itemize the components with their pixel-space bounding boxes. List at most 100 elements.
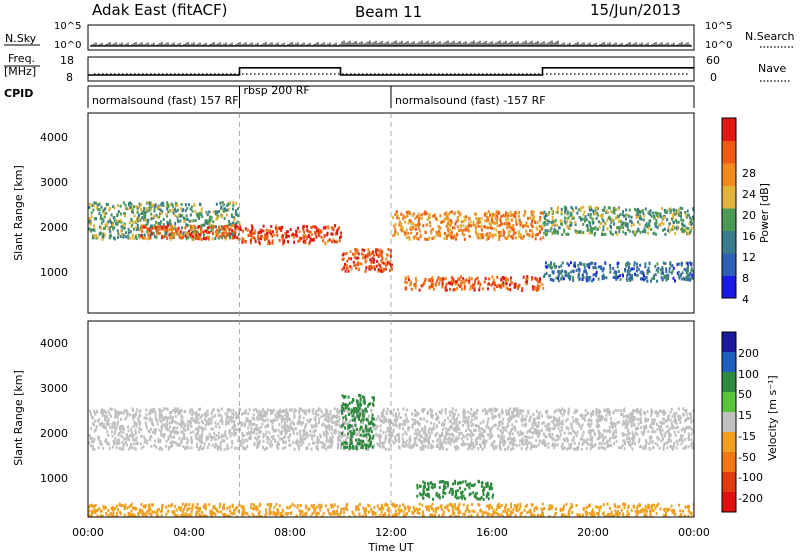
data-cell — [454, 282, 457, 286]
data-cell — [547, 213, 550, 217]
data-cell — [624, 224, 627, 227]
data-cell — [407, 236, 410, 240]
data-cell — [451, 226, 454, 230]
data-cell — [513, 285, 516, 289]
data-cell — [428, 216, 431, 220]
data-cell — [225, 225, 227, 229]
data-cell — [199, 446, 202, 449]
data-cell — [550, 266, 553, 269]
data-cell — [462, 219, 465, 223]
data-cell — [511, 443, 514, 447]
data-cell — [598, 416, 601, 420]
data-cell — [227, 203, 230, 206]
data-cell — [129, 413, 132, 417]
data-cell — [329, 436, 332, 440]
data-cell — [176, 426, 179, 430]
data-cell — [105, 438, 107, 442]
data-cell — [429, 427, 432, 431]
data-cell — [498, 422, 501, 426]
data-cell — [681, 277, 684, 281]
freq-unit-label: [MHz] — [4, 65, 36, 78]
data-cell — [198, 421, 201, 425]
data-cell — [432, 439, 435, 443]
data-cell — [502, 417, 505, 421]
data-cell — [230, 213, 233, 217]
data-cell — [686, 272, 689, 276]
data-cell — [347, 421, 350, 425]
data-cell — [566, 217, 569, 221]
data-cell — [134, 413, 137, 417]
data-cell — [216, 213, 219, 217]
data-cell — [179, 422, 182, 426]
data-cell — [466, 433, 469, 437]
data-cell — [257, 414, 260, 418]
data-cell — [584, 215, 587, 219]
data-cell — [619, 278, 622, 281]
data-cell — [535, 409, 538, 413]
data-cell — [542, 442, 545, 446]
data-cell — [442, 421, 445, 425]
data-cell — [468, 445, 471, 449]
data-cell — [556, 418, 559, 422]
data-cell — [650, 279, 652, 283]
data-cell — [179, 411, 181, 415]
data-cell — [430, 411, 433, 415]
data-cell — [680, 263, 683, 267]
data-cell — [553, 227, 556, 231]
data-cell — [132, 433, 135, 437]
data-cell — [98, 438, 100, 441]
data-cell — [484, 212, 487, 216]
data-cell — [660, 268, 663, 272]
data-cell — [167, 224, 170, 228]
data-cell — [564, 273, 567, 277]
data-cell — [499, 437, 502, 440]
data-cell — [668, 230, 671, 234]
data-cell — [614, 408, 617, 412]
data-cell — [443, 212, 446, 216]
data-cell — [221, 433, 224, 437]
data-cell — [502, 284, 505, 288]
data-cell — [445, 288, 448, 292]
data-cell — [170, 445, 173, 449]
data-cell — [363, 253, 365, 257]
data-cell — [324, 432, 327, 436]
data-cell — [622, 434, 625, 437]
data-cell — [464, 410, 466, 414]
data-cell — [443, 237, 446, 241]
data-cell — [448, 212, 450, 216]
data-cell — [625, 208, 628, 212]
data-cell — [651, 422, 654, 425]
data-cell — [552, 231, 555, 235]
data-cell — [221, 201, 224, 205]
data-cell — [566, 447, 569, 451]
data-cell — [234, 446, 237, 450]
data-cell — [462, 423, 464, 427]
data-cell — [636, 410, 639, 414]
data-cell — [108, 442, 111, 446]
data-cell — [607, 210, 610, 214]
data-cell — [204, 411, 207, 415]
data-cell — [200, 227, 203, 231]
data-cell — [533, 418, 536, 422]
data-cell — [248, 432, 251, 436]
data-cell — [511, 412, 514, 416]
data-cell — [462, 415, 465, 419]
data-cell — [598, 225, 601, 229]
data-cell — [433, 422, 436, 426]
data-cell — [90, 412, 92, 416]
data-cell — [465, 434, 468, 438]
data-cell — [319, 408, 322, 412]
data-cell — [308, 242, 311, 246]
data-cell — [112, 223, 114, 227]
data-cell — [184, 226, 187, 230]
data-cell — [248, 436, 251, 440]
data-cell — [217, 422, 220, 426]
data-cell — [296, 438, 299, 442]
data-cell — [617, 275, 619, 279]
data-cell — [257, 235, 260, 238]
data-cell — [637, 267, 640, 271]
data-cell — [392, 428, 395, 432]
data-cell — [295, 427, 297, 431]
data-cell — [231, 411, 234, 415]
data-cell — [644, 229, 647, 233]
